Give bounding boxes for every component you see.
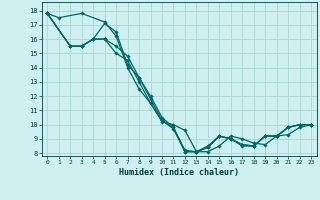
X-axis label: Humidex (Indice chaleur): Humidex (Indice chaleur) bbox=[119, 168, 239, 177]
